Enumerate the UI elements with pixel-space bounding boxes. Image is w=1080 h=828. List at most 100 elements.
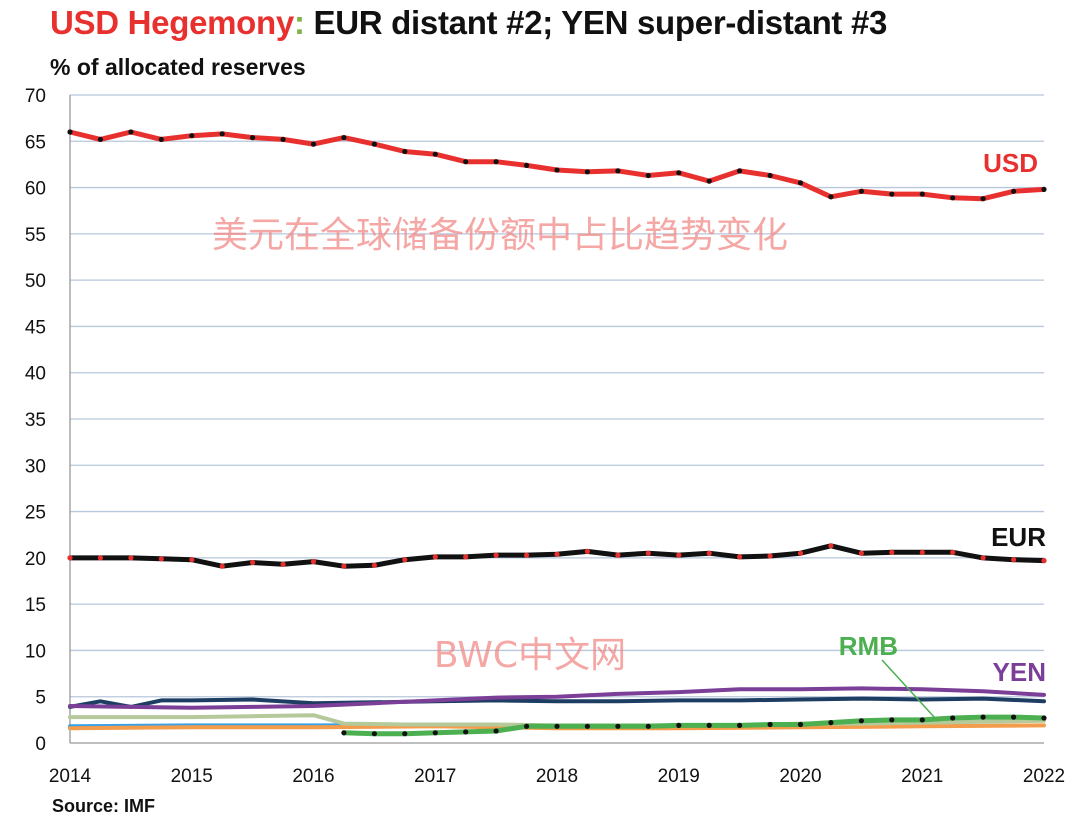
- y-tick-label-45: 45: [25, 317, 46, 338]
- yen-series-label: YEN: [993, 657, 1046, 687]
- y-tick-label-25: 25: [25, 503, 46, 524]
- usd-point-16: [554, 167, 560, 173]
- rmb-point-19: [919, 717, 925, 723]
- rmb-point-20: [950, 715, 956, 721]
- usd-point-13: [463, 159, 469, 165]
- usd-point-21: [706, 178, 712, 184]
- rmb-leader-line: [881, 659, 936, 719]
- eur-point-11: [402, 557, 408, 563]
- usd-series-label: USD: [983, 148, 1038, 178]
- x-tick-label-2022: 2022: [1023, 766, 1065, 787]
- usd-point-11: [402, 148, 408, 155]
- usd-point-32: [1041, 186, 1047, 192]
- usd-point-19: [645, 172, 651, 179]
- usd-point-7: [280, 136, 286, 142]
- rmb-point-5: [493, 728, 499, 734]
- usd-point-2: [128, 129, 134, 135]
- usd-point-12: [432, 151, 438, 157]
- eur-point-20: [676, 552, 682, 558]
- usd-point-28: [919, 191, 925, 197]
- yen-series-line: [68, 686, 1046, 710]
- eur-point-29: [950, 549, 956, 555]
- eur-point-7: [280, 561, 286, 567]
- eur-point-21: [706, 550, 712, 556]
- usd-point-15: [524, 162, 530, 168]
- title-part-usd-hegemony: USD Hegemony: [50, 4, 294, 41]
- eur-point-8: [310, 559, 317, 565]
- rmb-point-7: [554, 723, 560, 729]
- source-note: Source: IMF: [52, 796, 156, 816]
- x-tick-label-2017: 2017: [414, 766, 456, 787]
- usd-point-17: [584, 169, 591, 175]
- usd-point-18: [615, 168, 621, 174]
- title-colon: :: [293, 4, 305, 41]
- rmb-point-10: [645, 723, 651, 729]
- eur-point-9: [341, 563, 347, 569]
- x-tick-label-2015: 2015: [171, 766, 213, 787]
- usd-point-30: [980, 196, 986, 202]
- rmb-point-15: [797, 721, 804, 728]
- eur-point-6: [250, 559, 256, 566]
- x-tick-label-2018: 2018: [536, 766, 578, 787]
- eur-point-15: [524, 552, 530, 558]
- x-tick-label-2014: 2014: [49, 766, 92, 787]
- rmb-point-3: [432, 730, 438, 736]
- eur-point-25: [828, 543, 834, 549]
- gbp-series-line: [68, 696, 1046, 709]
- eur-point-3: [158, 556, 164, 562]
- usd-point-1: [97, 136, 103, 142]
- rmb-series-line: [341, 714, 1047, 737]
- y-tick-label-10: 10: [25, 641, 46, 662]
- rmb-point-16: [828, 720, 834, 726]
- rmb-point-21: [980, 714, 986, 720]
- eur-point-0: [67, 555, 73, 561]
- rmb-point-4: [463, 729, 469, 735]
- rmb-series-label: RMB: [839, 631, 898, 661]
- eur-point-1: [97, 555, 103, 561]
- eur-point-14: [493, 552, 499, 558]
- y-tick-label-40: 40: [25, 364, 46, 385]
- eur-point-16: [554, 551, 560, 557]
- y-tick-label-55: 55: [25, 225, 46, 246]
- rmb-point-23: [1041, 715, 1047, 721]
- y-tick-label-50: 50: [25, 271, 46, 292]
- y-tick-label-0: 0: [35, 734, 46, 755]
- eur-point-19: [645, 550, 651, 556]
- eur-point-30: [980, 555, 986, 561]
- usd-point-4: [189, 133, 195, 139]
- y-tick-label-65: 65: [25, 132, 46, 153]
- rmb-point-22: [1011, 714, 1017, 720]
- series-labels: USD EUR YEN RMB: [839, 148, 1046, 687]
- usd-point-6: [250, 135, 256, 141]
- eur-point-31: [1011, 557, 1017, 563]
- eur-point-23: [767, 553, 773, 559]
- rmb-point-14: [767, 721, 773, 728]
- usd-point-22: [737, 168, 743, 174]
- usd-point-0: [67, 129, 73, 135]
- y-tick-label-5: 5: [35, 688, 46, 709]
- y-tick-label-60: 60: [25, 179, 46, 200]
- eur-point-5: [219, 563, 225, 569]
- eur-point-12: [432, 554, 438, 560]
- rmb-point-9: [615, 723, 621, 729]
- title-part-rest: EUR distant #2; YEN super-distant #3: [304, 4, 888, 41]
- usd-series-line: [67, 129, 1047, 202]
- eur-point-27: [889, 549, 895, 555]
- usd-point-10: [371, 141, 377, 147]
- usd-point-5: [219, 131, 225, 137]
- usd-point-26: [858, 188, 865, 194]
- watermark-text: 美元在全球储备份额中占比趋势变化: [212, 215, 788, 256]
- x-tick-label-2020: 2020: [779, 766, 821, 787]
- rmb-point-11: [676, 722, 682, 729]
- y-tick-label-15: 15: [25, 595, 46, 616]
- eur-point-24: [797, 550, 804, 556]
- rmb-point-2: [402, 731, 408, 737]
- y-tick-label-35: 35: [25, 410, 46, 431]
- y-tick-label-70: 70: [25, 86, 46, 107]
- chart-title: USD Hegemony: EUR distant #2; YEN super-…: [50, 4, 887, 42]
- eur-point-10: [371, 562, 377, 568]
- eur-point-28: [919, 549, 925, 555]
- gridlines: [70, 94, 1044, 698]
- usd-point-25: [828, 194, 834, 200]
